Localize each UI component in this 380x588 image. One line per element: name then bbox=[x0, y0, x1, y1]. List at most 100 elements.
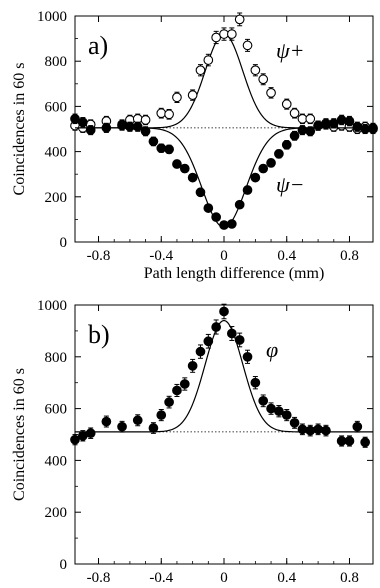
data-point bbox=[226, 29, 237, 39]
x-tick-label: 0.8 bbox=[340, 570, 359, 583]
y-axis-label: Coincidences in 60 s bbox=[11, 368, 28, 501]
data-point bbox=[140, 115, 151, 125]
data-point bbox=[258, 395, 269, 406]
data-point bbox=[250, 172, 261, 183]
data-point bbox=[266, 158, 276, 168]
data-point bbox=[352, 121, 363, 132]
data-point bbox=[156, 143, 167, 154]
data-point bbox=[281, 139, 292, 150]
data-point bbox=[195, 65, 206, 76]
data-point bbox=[234, 335, 245, 345]
data-point bbox=[148, 136, 159, 147]
data-point bbox=[344, 116, 355, 126]
data-point bbox=[164, 109, 174, 120]
y-axis-label: Coincidences in 60 s bbox=[11, 63, 28, 196]
data-point bbox=[70, 434, 80, 445]
data-point bbox=[352, 421, 363, 432]
data-point bbox=[368, 124, 378, 134]
data-point bbox=[321, 119, 331, 130]
data-point bbox=[321, 425, 331, 436]
y-tick-label: 0 bbox=[60, 235, 68, 251]
data-point bbox=[258, 163, 269, 174]
data-point bbox=[179, 163, 190, 174]
data-point bbox=[172, 159, 182, 169]
data-point bbox=[242, 351, 253, 362]
data-point bbox=[289, 130, 300, 141]
data-point bbox=[211, 32, 222, 43]
data-point bbox=[132, 415, 143, 426]
data-point bbox=[85, 125, 96, 135]
fit-curve bbox=[75, 127, 373, 228]
data-point bbox=[242, 185, 253, 195]
data-point bbox=[70, 113, 80, 124]
data-point bbox=[219, 306, 229, 317]
data-point bbox=[172, 92, 182, 103]
data-point bbox=[226, 219, 237, 229]
data-point bbox=[289, 417, 300, 428]
data-point bbox=[164, 144, 174, 155]
data-point bbox=[85, 428, 96, 439]
data-point bbox=[179, 379, 190, 389]
data-point bbox=[297, 424, 308, 435]
data-point bbox=[101, 123, 112, 133]
x-tick-label: 0.8 bbox=[340, 248, 359, 264]
y-tick-label: 200 bbox=[45, 505, 68, 521]
y-tick-label: 1000 bbox=[37, 9, 67, 25]
data-point bbox=[203, 203, 214, 213]
data-point bbox=[172, 385, 182, 396]
data-point bbox=[360, 437, 371, 448]
y-tick-label: 800 bbox=[45, 54, 68, 70]
data-point bbox=[77, 117, 88, 128]
data-point bbox=[274, 149, 284, 159]
y-tick-label: 0 bbox=[60, 557, 68, 573]
data-point bbox=[289, 108, 300, 119]
y-tick-label: 400 bbox=[45, 453, 68, 469]
data-point bbox=[305, 425, 316, 436]
panel-label: a) bbox=[88, 31, 108, 60]
panel-label: b) bbox=[88, 320, 110, 349]
data-point bbox=[77, 430, 88, 441]
series-label: ψ+ bbox=[276, 38, 305, 63]
data-point bbox=[313, 120, 323, 131]
data-point bbox=[203, 55, 214, 65]
fit-curve bbox=[75, 319, 373, 433]
y-tick-label: 600 bbox=[45, 99, 68, 115]
data-point bbox=[234, 14, 245, 25]
data-point bbox=[117, 421, 127, 432]
data-point bbox=[250, 65, 261, 76]
data-point bbox=[211, 212, 222, 222]
y-tick-label: 200 bbox=[45, 190, 68, 206]
data-point bbox=[281, 99, 292, 109]
data-point bbox=[164, 397, 174, 407]
y-tick-label: 800 bbox=[45, 350, 68, 366]
series-label: ψ− bbox=[276, 172, 305, 197]
data-point bbox=[226, 328, 237, 339]
data-point bbox=[328, 118, 339, 129]
data-point bbox=[187, 172, 198, 183]
data-point bbox=[132, 121, 143, 132]
data-point bbox=[140, 126, 151, 137]
data-point bbox=[187, 90, 198, 100]
series-0 bbox=[70, 303, 373, 448]
data-point bbox=[344, 436, 355, 446]
x-tick-label: -0.4 bbox=[149, 570, 173, 583]
data-point bbox=[211, 322, 222, 332]
data-point bbox=[195, 187, 206, 198]
series-0 bbox=[70, 12, 378, 135]
x-tick-label: -0.8 bbox=[87, 248, 111, 264]
data-point bbox=[313, 424, 323, 435]
data-point bbox=[219, 220, 229, 230]
series-1 bbox=[70, 113, 378, 230]
x-axis-label: Path length difference (mm) bbox=[144, 265, 325, 282]
data-point bbox=[336, 115, 347, 125]
data-point bbox=[195, 346, 206, 357]
data-point bbox=[305, 113, 316, 124]
x-tick-label: -0.4 bbox=[149, 248, 173, 264]
data-point bbox=[203, 336, 214, 347]
y-tick-label: 1000 bbox=[37, 298, 67, 314]
data-point bbox=[117, 120, 127, 131]
panel-a: 0 200 400 600 800 1000 -0.8 -0.4 0 0.4 0.8 Path len… bbox=[11, 9, 378, 282]
